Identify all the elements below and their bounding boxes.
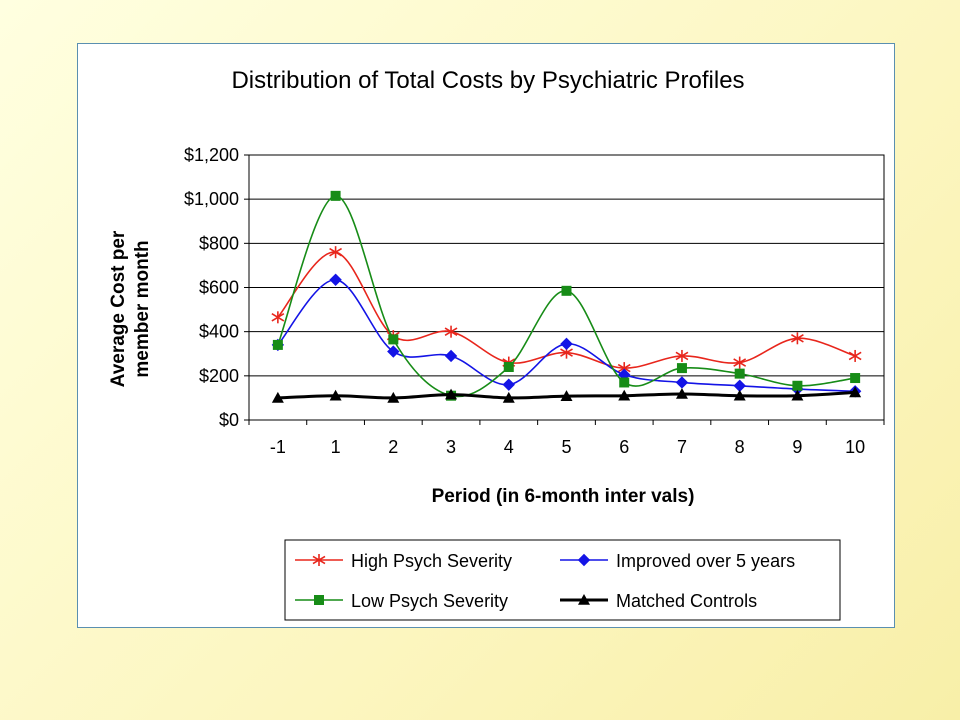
data-point-improved-over-5-years bbox=[675, 376, 689, 389]
data-point-low-psych-severity bbox=[792, 380, 803, 391]
x-axis-title: Period (in 6-month inter vals) bbox=[432, 486, 695, 507]
legend-label-high-psych-severity: High Psych Severity bbox=[351, 551, 512, 571]
x-tick-label: 10 bbox=[845, 437, 865, 457]
data-point-low-psych-severity bbox=[330, 190, 341, 201]
data-point-matched-controls bbox=[849, 386, 862, 398]
data-point-high-psych-severity bbox=[848, 349, 862, 362]
y-tick-label: $0 bbox=[219, 410, 239, 430]
legend-label-improved-over-5-years: Improved over 5 years bbox=[616, 551, 795, 571]
data-point-high-psych-severity bbox=[790, 332, 804, 345]
y-tick-label: $600 bbox=[199, 278, 239, 298]
data-point-improved-over-5-years bbox=[502, 378, 515, 391]
data-point-low-psych-severity bbox=[676, 363, 687, 374]
y-tick-label: $1,200 bbox=[184, 145, 239, 165]
data-point-matched-controls bbox=[675, 387, 688, 399]
legend-marker-matched-controls bbox=[578, 594, 590, 605]
data-point-improved-over-5-years bbox=[329, 273, 342, 286]
legend-label-low-psych-severity: Low Psych Severity bbox=[351, 591, 508, 611]
y-tick-label: $400 bbox=[199, 322, 239, 342]
y-tick-label: $800 bbox=[199, 233, 239, 253]
y-axis-ticks: $0 $200 $400 $600 $800 $1,000 $1,200 bbox=[184, 145, 249, 430]
x-tick-label: 5 bbox=[561, 437, 571, 457]
data-point-matched-controls bbox=[329, 389, 342, 401]
legend-box bbox=[284, 539, 841, 621]
x-tick-label: 3 bbox=[446, 437, 456, 457]
y-axis-title-line2: member month bbox=[132, 240, 153, 377]
data-point-low-psych-severity bbox=[388, 334, 399, 345]
data-point-low-psych-severity bbox=[272, 339, 283, 350]
chart: Distribution of Total Costs by Psychiatr… bbox=[108, 67, 885, 621]
data-point-matched-controls bbox=[791, 389, 804, 401]
x-tick-label: 2 bbox=[388, 437, 398, 457]
x-axis-ticks: -1 1 2 3 4 5 6 7 8 9 10 bbox=[248, 420, 885, 457]
legend-marker-low-psych-severity bbox=[314, 595, 324, 605]
x-tick-label: 6 bbox=[619, 437, 629, 457]
legend-marker-high-psych-severity bbox=[312, 554, 326, 566]
data-point-low-psych-severity bbox=[734, 368, 745, 379]
legend-label-matched-controls: Matched Controls bbox=[616, 591, 757, 611]
chart-frame: Distribution of Total Costs by Psychiatr… bbox=[77, 43, 895, 628]
chart-title: Distribution of Total Costs by Psychiatr… bbox=[231, 67, 744, 94]
data-point-matched-controls bbox=[618, 389, 631, 401]
data-point-low-psych-severity bbox=[850, 373, 861, 384]
data-point-matched-controls bbox=[445, 388, 458, 400]
data-point-high-psych-severity bbox=[329, 246, 343, 259]
data-point-low-psych-severity bbox=[619, 377, 630, 388]
data-point-low-psych-severity bbox=[561, 285, 572, 296]
x-tick-label: 4 bbox=[504, 437, 514, 457]
series bbox=[271, 190, 862, 403]
legend-marker-improved-over-5-years bbox=[577, 553, 591, 567]
data-point-matched-controls bbox=[560, 390, 573, 401]
x-tick-label: 7 bbox=[677, 437, 687, 457]
x-tick-label: 8 bbox=[735, 437, 745, 457]
data-point-high-psych-severity bbox=[271, 311, 285, 324]
legend: High Psych Severity Improved over 5 years… bbox=[295, 551, 795, 611]
data-point-matched-controls bbox=[733, 389, 746, 401]
data-point-high-psych-severity bbox=[444, 325, 458, 338]
data-point-matched-controls bbox=[387, 391, 400, 403]
x-tick-label: -1 bbox=[270, 437, 286, 457]
x-tick-label: 1 bbox=[331, 437, 341, 457]
data-point-high-psych-severity bbox=[733, 356, 747, 369]
data-point-improved-over-5-years bbox=[560, 337, 573, 351]
data-point-improved-over-5-years bbox=[733, 379, 746, 392]
series-line-improved-over-5-years bbox=[277, 278, 856, 393]
data-point-high-psych-severity bbox=[675, 349, 689, 362]
y-tick-label: $1,000 bbox=[184, 189, 239, 209]
series-line-low-psych-severity bbox=[277, 195, 856, 398]
data-point-improved-over-5-years bbox=[387, 345, 400, 358]
y-tick-label: $200 bbox=[199, 366, 239, 386]
data-point-matched-controls bbox=[271, 391, 284, 403]
x-tick-label: 9 bbox=[792, 437, 802, 457]
y-axis-title-line1: Average Cost per bbox=[108, 230, 129, 387]
series-line-high-psych-severity bbox=[277, 251, 856, 369]
data-point-improved-over-5-years bbox=[444, 349, 458, 363]
data-point-low-psych-severity bbox=[503, 362, 514, 372]
data-point-matched-controls bbox=[502, 391, 515, 403]
